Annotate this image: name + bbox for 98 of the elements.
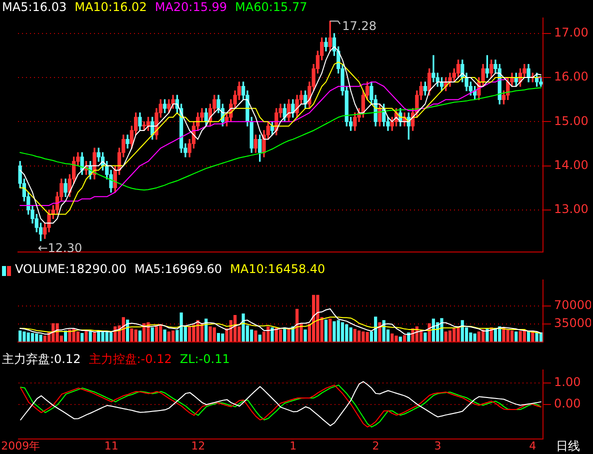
bar [84, 330, 88, 342]
bar [336, 320, 340, 342]
y-tick-label: 0.00 [554, 396, 581, 411]
bar [390, 334, 394, 342]
bar [212, 327, 216, 342]
bar [514, 332, 518, 342]
x-tick-label: 2009年 [1, 439, 40, 452]
y-tick-label: 14.00 [554, 158, 588, 172]
y-tick-label: 15.00 [554, 114, 588, 128]
text: 日线 [556, 439, 580, 454]
bar [167, 332, 170, 342]
x-tick-label: 4 [529, 439, 536, 452]
y-tick-label: 35000 [554, 316, 592, 330]
bar [154, 326, 158, 342]
x-tick-label: 11 [104, 439, 118, 452]
bar [340, 322, 344, 342]
bar [535, 332, 538, 342]
legend-label: VOLUME:18290.00 [15, 262, 127, 276]
text: MA5:16969.60 [134, 262, 222, 276]
text: 主力控盘:-0.12 [88, 352, 172, 366]
annotation: ←12.30 [38, 240, 82, 255]
text: 主力弃盘:0.12 [2, 352, 81, 366]
y-tick-label: 16.00 [554, 70, 588, 84]
bar [80, 333, 84, 342]
bar [452, 328, 456, 342]
bar [221, 334, 224, 342]
text: MA10:16.02 [74, 0, 147, 14]
bar [316, 294, 320, 342]
bar [134, 329, 138, 342]
bar [518, 330, 522, 342]
bar [250, 329, 254, 342]
bar [242, 313, 245, 342]
bar [378, 322, 382, 342]
bar [460, 320, 464, 342]
bar [101, 332, 104, 342]
bar [526, 332, 530, 342]
bar [424, 332, 427, 342]
bar [312, 294, 316, 342]
bar [357, 330, 361, 342]
bar [328, 318, 332, 342]
text: MA60:15.77 [235, 0, 308, 14]
bar [444, 332, 448, 342]
x-tick-label: 3 [434, 439, 442, 452]
x-tick-label: 1 [290, 439, 297, 452]
bar [22, 332, 26, 342]
y-tick-label: 70000 [554, 298, 592, 312]
text: MA10:16458.40 [230, 262, 326, 276]
bar [270, 327, 274, 342]
annotation: 17.28 [342, 19, 376, 34]
bar [456, 326, 460, 342]
bar [254, 330, 258, 342]
bar [440, 318, 444, 342]
bar [278, 329, 282, 342]
bar [402, 335, 406, 342]
bar [35, 334, 38, 342]
bar [76, 332, 80, 342]
y-tick-label: 17.00 [554, 26, 588, 40]
bar [345, 324, 348, 342]
text: ZL:-0.11 [180, 352, 230, 366]
bar [332, 321, 336, 342]
bar [362, 332, 365, 342]
bar [510, 330, 514, 342]
x-tick-label: 2 [372, 439, 380, 452]
bar [448, 330, 452, 342]
bar [394, 336, 398, 342]
bar [208, 326, 212, 342]
bar [349, 327, 352, 342]
bar [258, 334, 262, 342]
bar [304, 329, 307, 342]
bar [88, 332, 92, 342]
bar [109, 332, 113, 342]
bar [366, 332, 369, 342]
bar [26, 332, 30, 342]
y-tick-label: 13.00 [554, 202, 588, 216]
text: MA5:16.03 [2, 0, 67, 14]
bar [39, 334, 42, 342]
bar [150, 327, 154, 342]
text: MA20:15.99 [154, 0, 228, 14]
bar [18, 330, 22, 342]
bar [92, 332, 96, 342]
bar [43, 336, 46, 342]
bar [398, 336, 402, 342]
x-tick-label: 12 [191, 439, 206, 452]
bar [180, 312, 183, 342]
bar [324, 320, 328, 342]
bar [171, 330, 175, 342]
bar [287, 328, 290, 342]
bar [130, 328, 134, 342]
bar [188, 326, 192, 342]
bar [353, 328, 356, 342]
bar [506, 329, 510, 342]
bar [138, 330, 142, 342]
y-tick-label: 1.00 [554, 375, 581, 390]
bar [163, 329, 166, 342]
bar [473, 334, 476, 342]
bar [477, 332, 480, 342]
bar [30, 333, 34, 342]
bar [216, 333, 220, 342]
